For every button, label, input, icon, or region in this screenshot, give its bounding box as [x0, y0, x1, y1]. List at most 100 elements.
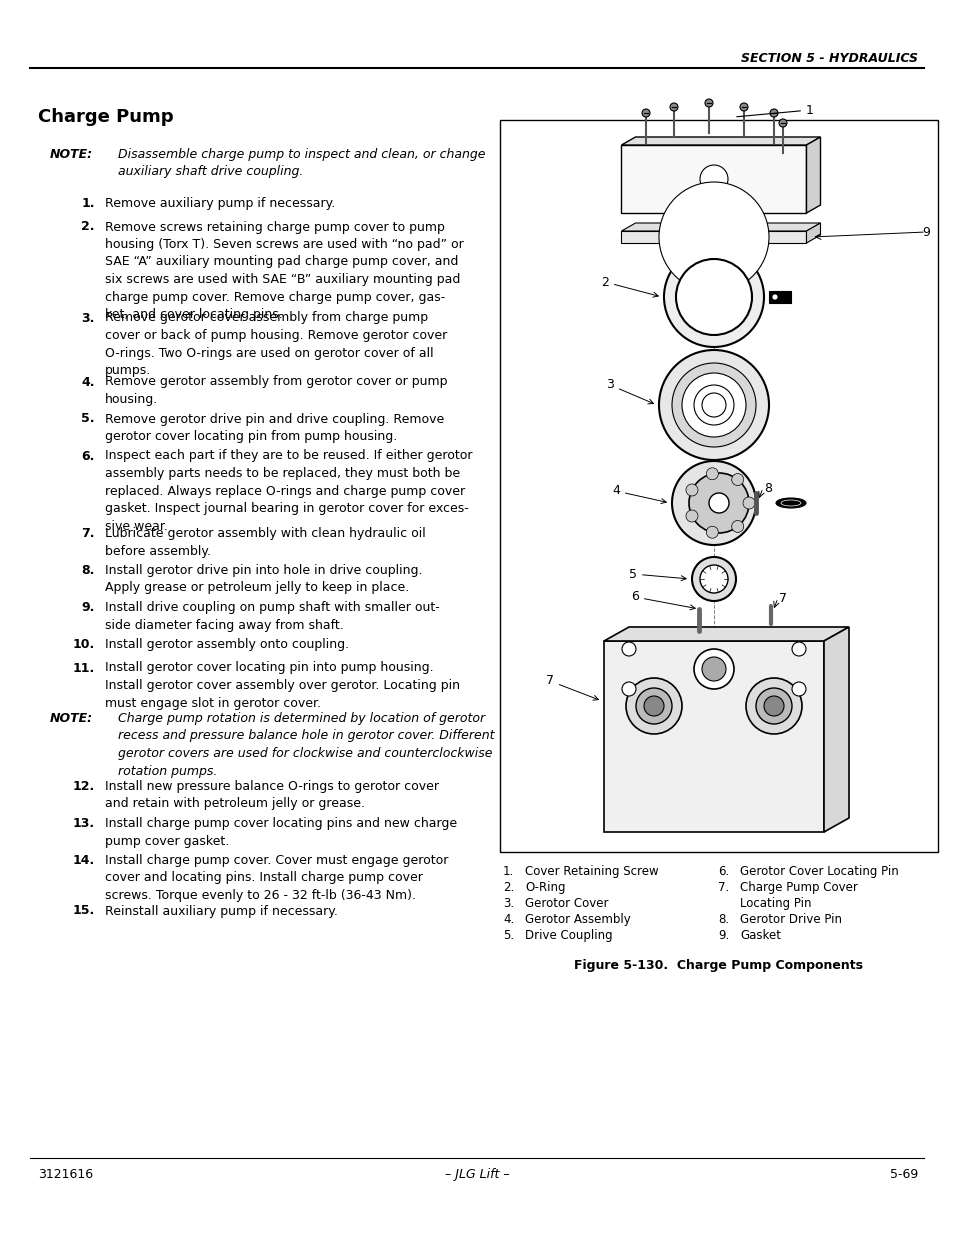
Text: 7.: 7.: [718, 881, 728, 894]
Text: 8.: 8.: [718, 913, 728, 926]
Text: Disassemble charge pump to inspect and clean, or change
auxiliary shaft drive co: Disassemble charge pump to inspect and c…: [118, 148, 485, 179]
Text: Gerotor Cover Locating Pin: Gerotor Cover Locating Pin: [740, 864, 898, 878]
Text: 9.: 9.: [82, 601, 95, 614]
Text: Drive Coupling: Drive Coupling: [524, 929, 612, 942]
Circle shape: [704, 99, 712, 107]
Polygon shape: [620, 144, 805, 212]
Circle shape: [701, 393, 725, 417]
Circle shape: [731, 473, 743, 485]
Polygon shape: [805, 137, 820, 212]
Text: 9.: 9.: [718, 929, 728, 942]
Text: O-Ring: O-Ring: [524, 881, 565, 894]
Text: Gerotor Assembly: Gerotor Assembly: [524, 913, 630, 926]
Text: Reinstall auxiliary pump if necessary.: Reinstall auxiliary pump if necessary.: [105, 904, 337, 918]
Circle shape: [659, 182, 768, 291]
Text: 5: 5: [628, 568, 685, 580]
Text: 3.: 3.: [502, 897, 514, 910]
Circle shape: [791, 682, 805, 697]
Circle shape: [691, 557, 735, 601]
Circle shape: [705, 526, 718, 538]
Ellipse shape: [775, 498, 805, 508]
Text: 3121616: 3121616: [38, 1168, 93, 1181]
Text: Gerotor Cover: Gerotor Cover: [524, 897, 608, 910]
Text: Cover Retaining Screw: Cover Retaining Screw: [524, 864, 658, 878]
Text: 2.: 2.: [81, 221, 95, 233]
Circle shape: [693, 385, 733, 425]
Text: Gasket: Gasket: [740, 929, 781, 942]
Circle shape: [621, 642, 636, 656]
Text: Remove screws retaining charge pump cover to pump
housing (Torx T). Seven screws: Remove screws retaining charge pump cove…: [105, 221, 463, 321]
Text: Remove gerotor assembly from gerotor cover or pump
housing.: Remove gerotor assembly from gerotor cov…: [105, 375, 447, 406]
Circle shape: [671, 363, 755, 447]
Text: Charge Pump Cover
Locating Pin: Charge Pump Cover Locating Pin: [740, 881, 857, 910]
Text: 6.: 6.: [82, 450, 95, 462]
Circle shape: [731, 520, 743, 532]
Circle shape: [745, 678, 801, 734]
Text: 7: 7: [545, 674, 598, 700]
Circle shape: [659, 350, 768, 459]
Text: 5.: 5.: [81, 412, 95, 426]
Circle shape: [643, 697, 663, 716]
Circle shape: [769, 109, 778, 117]
Text: Inspect each part if they are to be reused. If either gerotor
assembly parts nee: Inspect each part if they are to be reus…: [105, 450, 472, 532]
Circle shape: [779, 119, 786, 127]
Text: 11.: 11.: [72, 662, 95, 674]
Polygon shape: [620, 231, 805, 243]
Text: Install gerotor drive pin into hole in drive coupling.
Apply grease or petroleum: Install gerotor drive pin into hole in d…: [105, 564, 422, 594]
Text: Figure 5-130.  Charge Pump Components: Figure 5-130. Charge Pump Components: [574, 960, 862, 972]
Text: 4: 4: [612, 484, 665, 504]
Bar: [768, 291, 790, 303]
Text: Remove auxiliary pump if necessary.: Remove auxiliary pump if necessary.: [105, 198, 335, 210]
Text: 1.: 1.: [502, 864, 514, 878]
Text: Install drive coupling on pump shaft with smaller out-
side diameter facing away: Install drive coupling on pump shaft wit…: [105, 601, 439, 631]
Polygon shape: [620, 137, 820, 144]
Text: 15.: 15.: [72, 904, 95, 918]
Polygon shape: [823, 627, 848, 832]
Circle shape: [701, 657, 725, 680]
Text: 7.: 7.: [81, 527, 95, 540]
Text: 2.: 2.: [502, 881, 514, 894]
Text: Install charge pump cover locating pins and new charge
pump cover gasket.: Install charge pump cover locating pins …: [105, 818, 456, 847]
Polygon shape: [620, 224, 820, 231]
Circle shape: [621, 682, 636, 697]
Text: SECTION 5 - HYDRAULICS: SECTION 5 - HYDRAULICS: [740, 52, 917, 65]
Text: 6.: 6.: [718, 864, 728, 878]
Text: 7: 7: [779, 592, 786, 604]
Text: NOTE:: NOTE:: [50, 148, 93, 161]
Text: NOTE:: NOTE:: [50, 713, 93, 725]
Text: Install charge pump cover. Cover must engage gerotor
cover and locating pins. In: Install charge pump cover. Cover must en…: [105, 853, 448, 902]
Text: Lubricate gerotor assembly with clean hydraulic oil
before assembly.: Lubricate gerotor assembly with clean hy…: [105, 527, 425, 557]
Circle shape: [742, 496, 754, 509]
Text: 8.: 8.: [82, 564, 95, 577]
Polygon shape: [603, 641, 823, 832]
Circle shape: [771, 294, 778, 300]
Circle shape: [663, 247, 763, 347]
Text: Charge Pump: Charge Pump: [38, 107, 173, 126]
Text: Install gerotor assembly onto coupling.: Install gerotor assembly onto coupling.: [105, 638, 349, 651]
Text: 2: 2: [600, 275, 658, 298]
Text: 10.: 10.: [72, 638, 95, 651]
Text: 8: 8: [763, 482, 771, 494]
Text: – JLG Lift –: – JLG Lift –: [444, 1168, 509, 1181]
Text: 4.: 4.: [502, 913, 514, 926]
Text: Install new pressure balance O-rings to gerotor cover
and retain with petroleum : Install new pressure balance O-rings to …: [105, 781, 438, 810]
Text: 5-69: 5-69: [889, 1168, 917, 1181]
Text: Charge pump rotation is determined by location of gerotor
recess and pressure ba: Charge pump rotation is determined by lo…: [118, 713, 494, 778]
Text: 1.: 1.: [81, 198, 95, 210]
Circle shape: [755, 688, 791, 724]
Circle shape: [681, 373, 745, 437]
Circle shape: [708, 493, 728, 513]
Polygon shape: [603, 627, 848, 641]
Bar: [499, 120, 937, 852]
Circle shape: [791, 642, 805, 656]
Circle shape: [669, 103, 678, 111]
Text: Remove gerotor drive pin and drive coupling. Remove
gerotor cover locating pin f: Remove gerotor drive pin and drive coupl…: [105, 412, 444, 443]
Text: Remove gerotor cover assembly from charge pump
cover or back of pump housing. Re: Remove gerotor cover assembly from charg…: [105, 311, 447, 377]
Circle shape: [676, 259, 751, 335]
Circle shape: [671, 461, 755, 545]
Text: 5.: 5.: [502, 929, 514, 942]
Circle shape: [700, 564, 727, 593]
Text: 3: 3: [605, 378, 653, 404]
Circle shape: [641, 109, 649, 117]
Text: 13.: 13.: [72, 818, 95, 830]
